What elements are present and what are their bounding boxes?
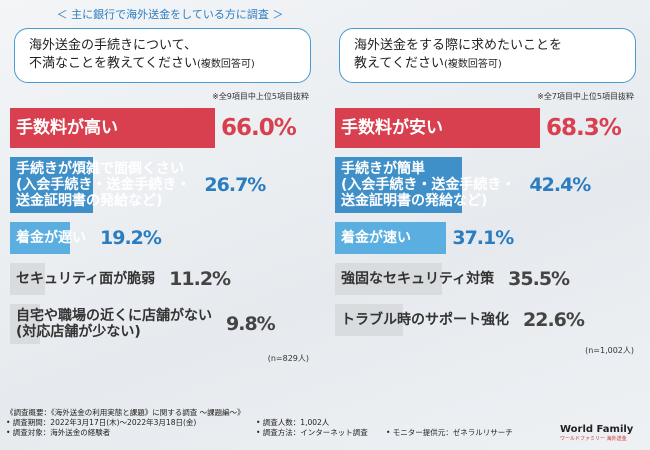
footer-line: 《調査概要：《海外送金の利用実態と課題》に関する調査 ～課題編～》 [6,408,245,417]
value-label: 19.2% [100,227,162,249]
footer-line: • モニター提供元：ゼネラルリサーチ [386,428,513,437]
bar-area: トラブル時のサポート強化 [335,304,517,336]
bar [10,304,41,344]
bar-row: 手続きが簡単 (入会手続き・送金手続き・ 送金証明書の発給など) 42.4% [335,157,640,213]
footer-line: • 調査対象：海外送金の経験者 [6,428,111,437]
chart-note: (複数回答可) [196,59,255,70]
title-box: 海外送金の手続きについて、 不満なことを教えてください(複数回答可) [14,28,311,83]
footer-line: • 調査期間：2022年3月17日(木)～2022年3月18日(金) [6,418,197,427]
value-label: 35.5% [508,268,570,290]
bar-area: 手続きが簡単 (入会手続き・送金手続き・ 送金証明書の発給など) [335,157,523,213]
bar-label: 着金が遅い [16,230,86,246]
bar-row: 手数料が安い 68.3% [335,108,640,148]
bar-label: 自宅や職場の近くに店舗がない (対応店舗が少ない) [16,308,212,340]
value-label: 66.0% [221,115,297,141]
bar [335,304,403,336]
chart: 海外送金の手続きについて、 不満なことを教えてください(複数回答可) ※全9項目中… [10,28,315,364]
bar-row: 着金が遅い 19.2% [10,222,315,254]
chart-note: (複数回答可) [443,59,502,70]
scope-note: ※全9項目中上位5項目抜粋 [212,92,309,101]
footer-line: • 調査人数：1,002人 [256,418,330,427]
bar-label: トラブル時のサポート強化 [341,312,509,328]
bar-area: 自宅や職場の近くに店舗がない (対応店舗が少ない) [10,304,220,344]
bar-area: 着金が遅い [10,222,94,254]
bar-area: 着金が速い [335,222,447,254]
bar-label: 強固なセキュリティ対策 [341,271,495,287]
bar [10,157,93,213]
bar-label: 手続きが煩雑で面倒くさい (入会手続き・送金手続き・ 送金証明書の発給など) [16,161,191,209]
bar [335,222,447,254]
bar-row: トラブル時のサポート強化 22.6% [335,304,640,336]
bar-area: 強固なセキュリティ対策 [335,263,502,295]
bar-row: 自宅や職場の近くに店舗がない (対応店舗が少ない) 9.8% [10,304,315,344]
bar-area: 手数料が安い [335,108,540,148]
value-label: 26.7% [204,174,266,196]
bar-area: セキュリティ面が脆弱 [10,263,163,295]
bar [10,222,70,254]
bar [335,263,442,295]
chart-title: 海外送金の手続きについて、 不満なことを教えてください [29,38,197,71]
bar-row: 手数料が高い 66.0% [10,108,315,148]
logo-sub: ワールドファミリー 海外送金 [560,436,627,442]
footer-line: • 調査方法：インターネット調査 [256,428,368,437]
bar-row: 手続きが煩雑で面倒くさい (入会手続き・送金手続き・ 送金証明書の発給など) 26… [10,157,315,213]
sample-note: (n=1,002人) [585,346,634,355]
chart: 海外送金をする際に求めたいことを 教えてください(複数回答可) ※全7項目中上位5… [335,28,640,356]
title-box: 海外送金をする際に求めたいことを 教えてください(複数回答可) [339,28,636,83]
bar [335,157,463,213]
header: ＜ 主に銀行で海外送金をしている方に調査 ＞ [56,8,284,21]
bar-area: 手数料が高い [10,108,215,148]
bar-label: 着金が速い [341,230,411,246]
scope-note: ※全7項目中上位5項目抜粋 [537,92,634,101]
bar-area: 手続きが煩雑で面倒くさい (入会手続き・送金手続き・ 送金証明書の発給など) [10,157,198,213]
value-label: 11.2% [169,268,231,290]
bar-row: 強固なセキュリティ対策 35.5% [335,263,640,295]
logo-name: World Family [560,424,634,435]
bar [335,108,540,148]
bar-label: 手続きが簡単 (入会手続き・送金手続き・ 送金証明書の発給など) [341,161,516,209]
bar-label: 手数料が安い [341,118,443,138]
value-label: 68.3% [546,115,622,141]
logo: World Family ワールドファミリー 海外送金 [560,424,633,442]
value-label: 37.1% [452,227,514,249]
bar-label: 手数料が高い [16,118,118,138]
bar-row: セキュリティ面が脆弱 11.2% [10,263,315,295]
value-label: 42.4% [529,174,591,196]
value-label: 22.6% [523,309,585,331]
bar [10,108,215,148]
sample-note: (n=829人) [267,354,309,363]
bar-row: 着金が速い 37.1% [335,222,640,254]
bar-label: セキュリティ面が脆弱 [16,271,156,287]
bar [10,263,45,295]
chart-title: 海外送金をする際に求めたいことを 教えてください [354,38,563,71]
value-label: 9.8% [226,313,276,335]
